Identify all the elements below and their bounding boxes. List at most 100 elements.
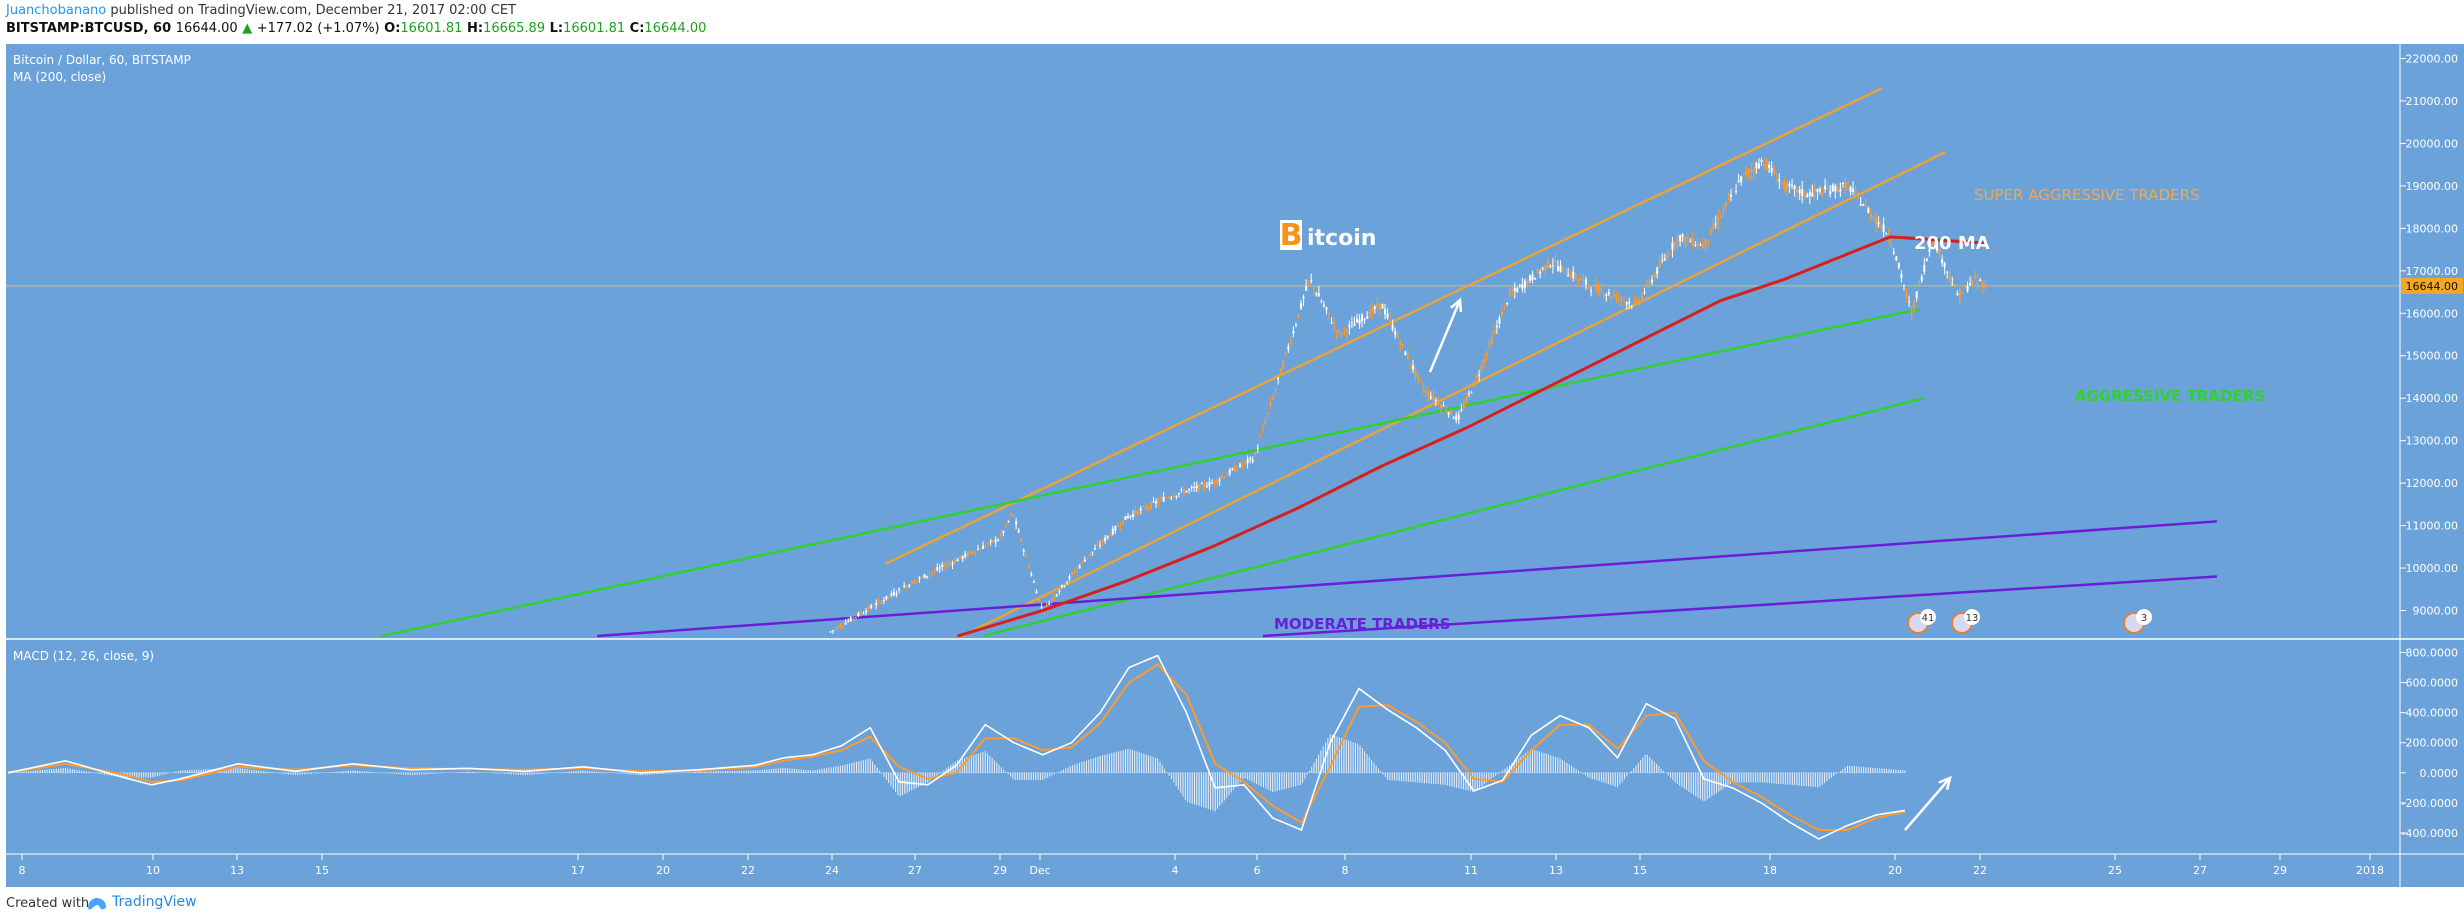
candle-body <box>1813 188 1816 192</box>
candle-body <box>1396 333 1399 338</box>
candle-body <box>913 580 916 584</box>
open-label: O: <box>384 21 401 36</box>
candle-body <box>948 563 951 565</box>
candle-body <box>1691 237 1694 246</box>
candle-body <box>1142 506 1145 508</box>
candle-body <box>1719 216 1722 218</box>
macd-tick-label: 200.0000 <box>2406 737 2459 750</box>
candle-body <box>1699 244 1702 246</box>
candle-body <box>1964 286 1967 288</box>
candle-body <box>1498 317 1501 324</box>
price-axis[interactable] <box>2400 44 2464 887</box>
candle-body <box>1793 185 1796 190</box>
last-price-label: 16644.00 <box>2406 280 2459 293</box>
candle-body <box>1788 183 1791 187</box>
event-count-bubble <box>2136 609 2152 625</box>
time-tick-label: 15 <box>1633 864 1647 877</box>
candle-body <box>1053 595 1056 598</box>
candle-body <box>1246 458 1249 464</box>
candle-body <box>1312 287 1315 290</box>
candle-body <box>1238 463 1241 467</box>
candle-body <box>1111 528 1114 535</box>
time-tick-label: 20 <box>656 864 670 877</box>
candle-body <box>1755 162 1758 169</box>
support-line-upper <box>380 307 1921 638</box>
chart-area[interactable] <box>6 44 2400 887</box>
author-link[interactable]: Juanchobanano <box>6 3 107 18</box>
candle-body <box>1549 265 1552 267</box>
tradingview-brand[interactable]: TradingView <box>112 894 197 910</box>
candle-body <box>1981 282 1984 288</box>
candle-body <box>1376 303 1379 309</box>
candle-body <box>1132 513 1135 517</box>
time-tick-label: 8 <box>1342 864 1349 877</box>
candle-body <box>1976 280 1979 282</box>
macd-tick-label: 800.0000 <box>2406 647 2459 660</box>
candle-body <box>1676 237 1679 243</box>
ma-200-line <box>957 235 1989 638</box>
candle-body <box>1139 508 1142 511</box>
candle-body <box>1882 224 1885 233</box>
candle-body <box>1101 539 1104 543</box>
time-tick-label: 25 <box>2108 864 2122 877</box>
candle-body <box>1501 311 1504 317</box>
candle-body <box>1305 286 1308 291</box>
candle-body <box>1582 278 1585 281</box>
macd-tick-label: -200.0000 <box>2402 797 2458 810</box>
candle-body <box>1727 197 1730 199</box>
candle-body <box>1775 180 1778 182</box>
candle-body <box>1523 280 1526 288</box>
candle-body <box>1180 489 1183 491</box>
candle-body <box>852 617 855 619</box>
candle-body <box>867 606 870 610</box>
candle-body <box>918 577 921 579</box>
close-value: 16644.00 <box>644 21 707 36</box>
footer: Created with TradingView <box>0 888 2464 921</box>
candle-body <box>1294 325 1297 327</box>
candle-body <box>1908 301 1911 303</box>
candle-body <box>1806 194 1809 198</box>
candle-body <box>1188 489 1191 491</box>
last-price: 16644.00 <box>175 21 238 36</box>
candle-body <box>1465 397 1468 402</box>
candle-body <box>1592 284 1595 286</box>
candle-body <box>1572 271 1575 279</box>
candle-body <box>1195 485 1198 489</box>
low-label: L: <box>549 21 564 36</box>
candle-body <box>1849 187 1852 192</box>
open-value: 16601.81 <box>400 21 463 36</box>
candle-body <box>923 574 926 579</box>
tradingview-logo-icon[interactable] <box>86 894 108 914</box>
candle-body <box>1455 415 1458 421</box>
candle-body <box>1086 557 1089 559</box>
candle-body <box>1383 309 1386 315</box>
close-label: C: <box>629 21 645 36</box>
candle-body <box>1099 544 1102 546</box>
candle-body <box>1933 238 1936 245</box>
candle-body <box>882 600 885 602</box>
candle-body <box>1821 192 1824 196</box>
candle-body <box>987 543 990 545</box>
chart-header: Juanchobanano published on TradingView.c… <box>0 0 2464 40</box>
candle-body <box>1213 480 1216 484</box>
ma-subtitle: MA (200, close) <box>13 70 106 84</box>
candle-body <box>994 539 997 543</box>
candle-body <box>1274 389 1277 391</box>
candle-body <box>1521 284 1524 290</box>
candle-body <box>1590 290 1593 292</box>
event-count-bubble <box>1920 609 1936 625</box>
candle-body <box>1681 234 1684 238</box>
price-tick-label: 19000.00 <box>2406 180 2459 193</box>
candle-body <box>1938 248 1941 255</box>
candle-body <box>1885 233 1888 235</box>
candle-body <box>1745 171 1748 176</box>
time-tick-label: 13 <box>230 864 244 877</box>
candle-body <box>1724 202 1727 207</box>
candle-body <box>1834 185 1837 192</box>
candle-body <box>1562 265 1565 267</box>
candle-body <box>1386 313 1389 318</box>
candle-body <box>1490 337 1493 344</box>
candle-body <box>1356 318 1359 323</box>
candle-body <box>1841 183 1844 185</box>
candle-body <box>951 562 954 565</box>
